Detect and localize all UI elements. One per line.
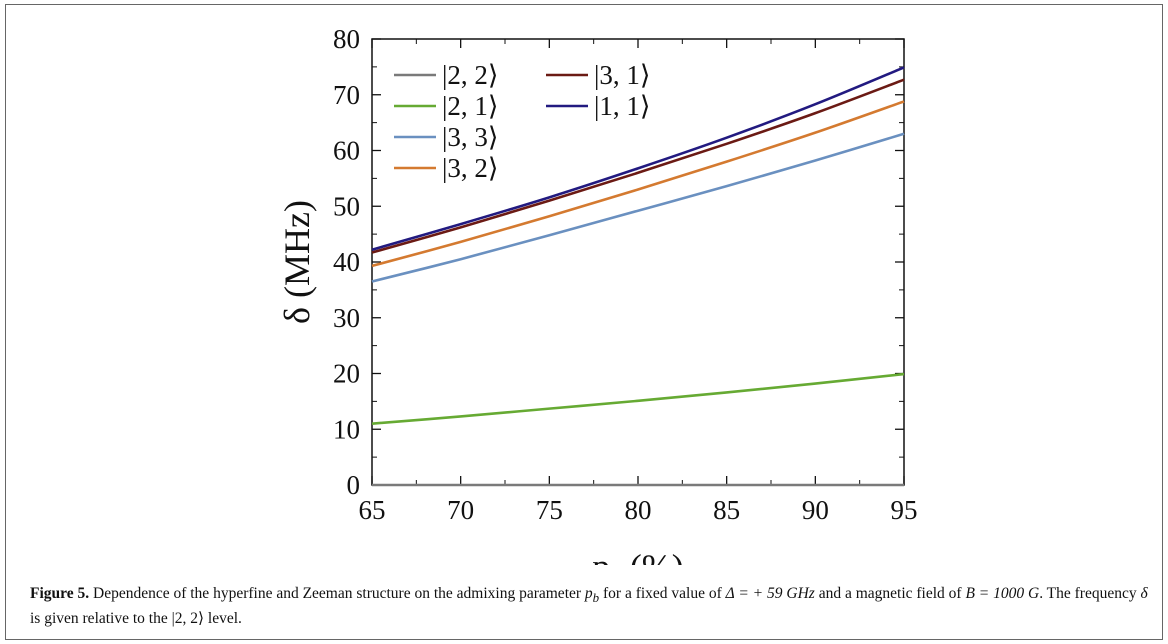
x-tick-label: 90 — [802, 495, 829, 525]
legend-label-2: |3, 3⟩ — [442, 122, 498, 152]
y-tick-label: 70 — [333, 80, 360, 110]
x-tick-label: 75 — [536, 495, 563, 525]
y-tick-label: 20 — [333, 359, 360, 389]
caption-text-2: for a fixed value of — [599, 585, 726, 602]
caption-text-1: Dependence of the hyperfine and Zeeman s… — [89, 585, 585, 602]
y-tick-label: 80 — [333, 24, 360, 54]
y-tick-label: 0 — [347, 470, 361, 500]
series-line-5 — [371, 66, 905, 251]
y-tick-label: 30 — [333, 303, 360, 333]
chart: 65 70 75 80 85 90 95 0 10 20 30 40 50 60 70 80 δ (MHz) pb… — [277, 24, 918, 565]
x-tick-label: 65 — [359, 495, 386, 525]
y-tick-label: 10 — [333, 414, 360, 444]
x-axis-label: pb(%) — [592, 547, 683, 565]
figure-frame: 65 70 75 80 85 90 95 0 10 20 30 40 50 60 70 80 δ (MHz) pb… — [5, 4, 1163, 640]
x-tick-label: 95 — [891, 495, 918, 525]
y-tick-label: 50 — [333, 191, 360, 221]
figure-caption: Figure 5. Dependence of the hyperfine an… — [30, 583, 1150, 629]
caption-delta: Δ = + 59 GHz — [725, 585, 815, 602]
legend-label-1: |2, 1⟩ — [442, 91, 498, 121]
x-tick-label: 70 — [447, 495, 474, 525]
caption-freq: δ — [1140, 585, 1148, 602]
series-line-4 — [371, 78, 905, 254]
series-line-1 — [371, 372, 905, 425]
caption-text-5: is given relative to the |2, 2⟩ level. — [30, 610, 242, 628]
caption-label: Figure 5. — [30, 585, 90, 602]
series-line-3 — [371, 100, 905, 268]
x-tick-label: 85 — [713, 495, 740, 525]
caption-b-field: B = 1000 G — [965, 585, 1040, 602]
legend-label-4: |3, 1⟩ — [594, 60, 650, 90]
legend-label-5: |1, 1⟩ — [594, 91, 650, 121]
caption-param: pb — [584, 585, 600, 606]
y-tick-label: 40 — [333, 247, 360, 277]
caption-text-4: . The frequency — [1039, 585, 1141, 602]
y-axis-label: δ (MHz) — [277, 200, 317, 324]
legend-label-0: |2, 2⟩ — [442, 60, 498, 90]
legend-label-3: |3, 2⟩ — [442, 153, 498, 183]
series-line-2 — [371, 132, 905, 283]
x-tick-label: 80 — [625, 495, 652, 525]
caption-text-3: and a magnetic field of — [814, 585, 966, 602]
y-tick-label: 60 — [333, 136, 360, 166]
